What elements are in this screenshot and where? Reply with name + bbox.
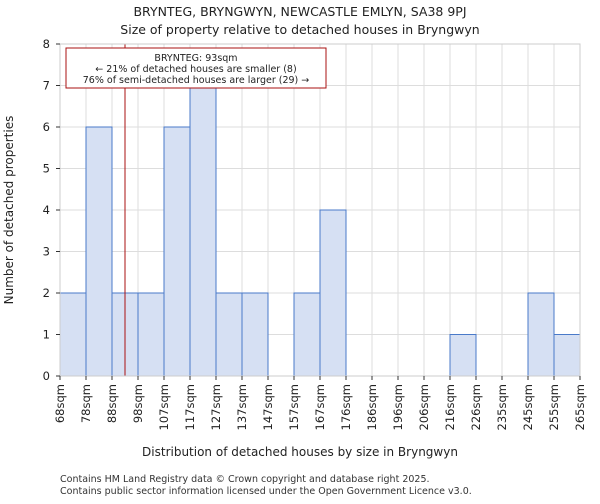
bar-127sqm xyxy=(215,292,243,377)
annotation-box xyxy=(65,47,327,89)
x-tick-label: 255sqm xyxy=(547,384,561,430)
x-tick-label: 226sqm xyxy=(469,384,483,430)
chart-title: BRYNTEG, BRYNGWYN, NEWCASTLE EMLYN, SA38… xyxy=(133,4,466,19)
y-tick-label: 7 xyxy=(43,79,50,93)
bar-98sqm xyxy=(137,292,165,377)
x-tick-label: 265sqm xyxy=(573,384,587,430)
x-tick-label: 186sqm xyxy=(365,384,379,430)
annotation-line-3: 76% of semi-detached houses are larger (… xyxy=(83,75,310,86)
y-tick-label: 1 xyxy=(43,328,50,342)
annotation-line-2: ← 21% of detached houses are smaller (8) xyxy=(95,64,296,75)
bar-137sqm xyxy=(241,292,269,377)
x-tick-label: 137sqm xyxy=(235,384,249,430)
bar-167sqm xyxy=(319,209,347,377)
x-tick-label: 88sqm xyxy=(105,384,119,423)
x-tick-label: 68sqm xyxy=(53,384,67,423)
bar-107sqm xyxy=(163,126,191,377)
chart-subtitle: Size of property relative to detached ho… xyxy=(120,22,479,37)
bar-117sqm xyxy=(189,85,217,377)
y-tick-label: 0 xyxy=(43,369,50,383)
x-tick-label: 78sqm xyxy=(79,384,93,423)
y-tick-label: 2 xyxy=(43,286,50,300)
bar-255sqm xyxy=(553,334,581,377)
x-tick-label: 206sqm xyxy=(417,384,431,430)
y-tick-label: 5 xyxy=(43,162,50,176)
x-tick-label: 157sqm xyxy=(287,384,301,430)
x-tick-label: 117sqm xyxy=(183,384,197,430)
y-tick-label: 3 xyxy=(43,245,50,259)
y-tick-label: 8 xyxy=(43,37,50,51)
footer-line-1: Contains HM Land Registry data © Crown c… xyxy=(60,474,430,485)
bar-245sqm xyxy=(527,292,555,377)
x-tick-label: 216sqm xyxy=(443,384,457,430)
x-axis-ticks: 68sqm 78sqm 88sqm 98sqm 107sqm 117sqm 127sqm 13… xyxy=(53,376,587,430)
y-axis-ticks: 0 1 2 3 4 5 6 7 8 xyxy=(43,37,60,383)
bar-216sqm xyxy=(449,334,477,377)
bars xyxy=(59,85,581,377)
x-axis-label: Distribution of detached houses by size … xyxy=(142,445,458,459)
x-tick-label: 245sqm xyxy=(521,384,535,430)
y-axis-label: Number of detached properties xyxy=(2,116,16,305)
footer-line-2: Contains public sector information licen… xyxy=(60,486,472,497)
y-tick-label: 6 xyxy=(43,120,50,134)
bar-68sqm xyxy=(59,292,87,377)
y-tick-label: 4 xyxy=(43,203,50,217)
annotation-line-1: BRYNTEG: 93sqm xyxy=(154,53,237,64)
x-tick-label: 107sqm xyxy=(157,384,171,430)
x-tick-label: 235sqm xyxy=(495,384,509,430)
bar-157sqm xyxy=(293,292,321,377)
marker-annotation: BRYNTEG: 93sqm ← 21% of detached houses … xyxy=(65,47,327,89)
x-tick-label: 196sqm xyxy=(391,384,405,430)
x-tick-label: 127sqm xyxy=(209,384,223,430)
bar-78sqm xyxy=(85,126,113,377)
x-tick-label: 176sqm xyxy=(339,384,353,430)
x-tick-label: 147sqm xyxy=(261,384,275,430)
x-tick-label: 167sqm xyxy=(313,384,327,430)
x-tick-label: 98sqm xyxy=(131,384,145,423)
